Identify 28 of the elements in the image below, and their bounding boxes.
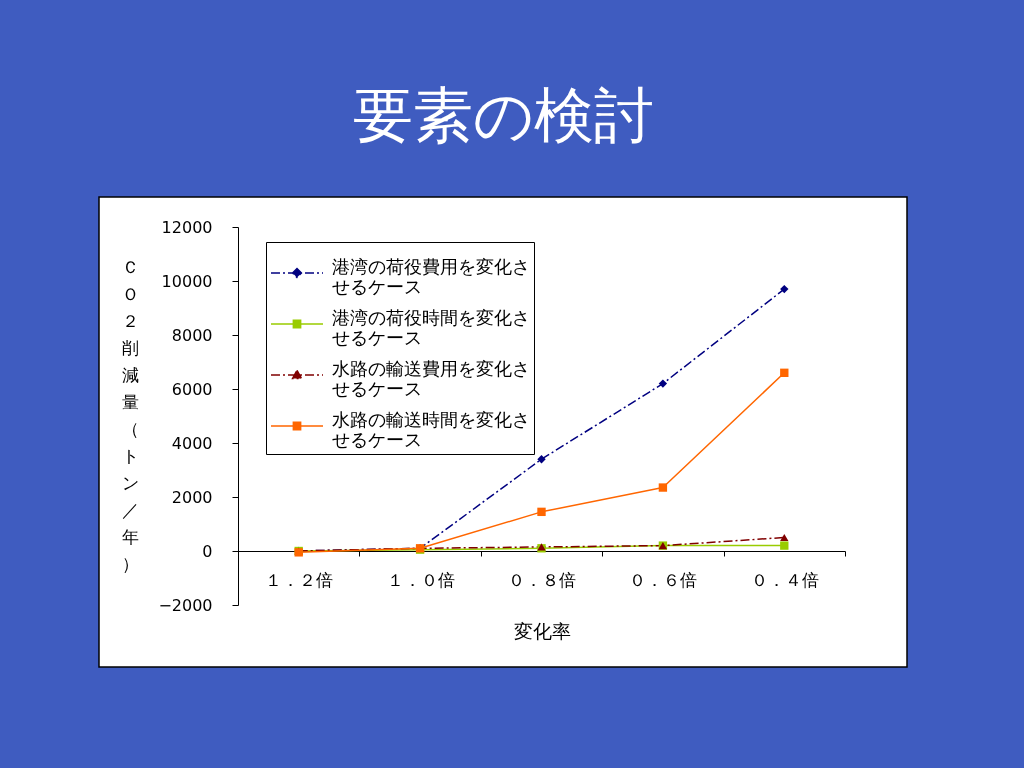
point xyxy=(780,284,789,294)
point xyxy=(537,507,546,517)
y-tick-label: −2000 xyxy=(158,595,213,615)
y-tick-label: 2000 xyxy=(171,487,213,507)
x-axis-title: 変化率 xyxy=(513,619,571,642)
legend-label: 港湾の荷役費用を変化させるケース xyxy=(332,256,530,297)
y-tick-label: 6000 xyxy=(171,379,213,399)
point xyxy=(780,368,789,377)
legend-label: 水路の輸送時間を変化させるケース xyxy=(332,409,530,450)
x-tick-label: ０．６倍 xyxy=(629,569,698,590)
legend-label: 港湾の荷役時間を変化させるケース xyxy=(332,307,530,348)
chart-title: 要素の検討 xyxy=(352,80,654,150)
y-tick-label: 10000 xyxy=(161,271,213,291)
point xyxy=(658,483,668,492)
y-tick-label: 12000 xyxy=(161,217,213,237)
point xyxy=(658,379,668,388)
x-tick-label: １．０倍 xyxy=(386,569,455,590)
x-tick-label: １．２倍 xyxy=(265,569,334,590)
x-tick-label: ０．８倍 xyxy=(508,569,576,590)
y-tick-label: 8000 xyxy=(171,325,213,345)
y-tick-label: 4000 xyxy=(171,433,213,453)
point xyxy=(537,455,546,464)
x-tick-label: ０．４倍 xyxy=(750,569,819,590)
point xyxy=(780,533,789,542)
y-tick-label: 0 xyxy=(202,541,213,561)
legend-label: 水路の輸送費用を変化させるケース xyxy=(332,358,530,399)
point xyxy=(780,541,789,550)
text: ＣＯ２削減量（トン／年） xyxy=(122,257,139,574)
